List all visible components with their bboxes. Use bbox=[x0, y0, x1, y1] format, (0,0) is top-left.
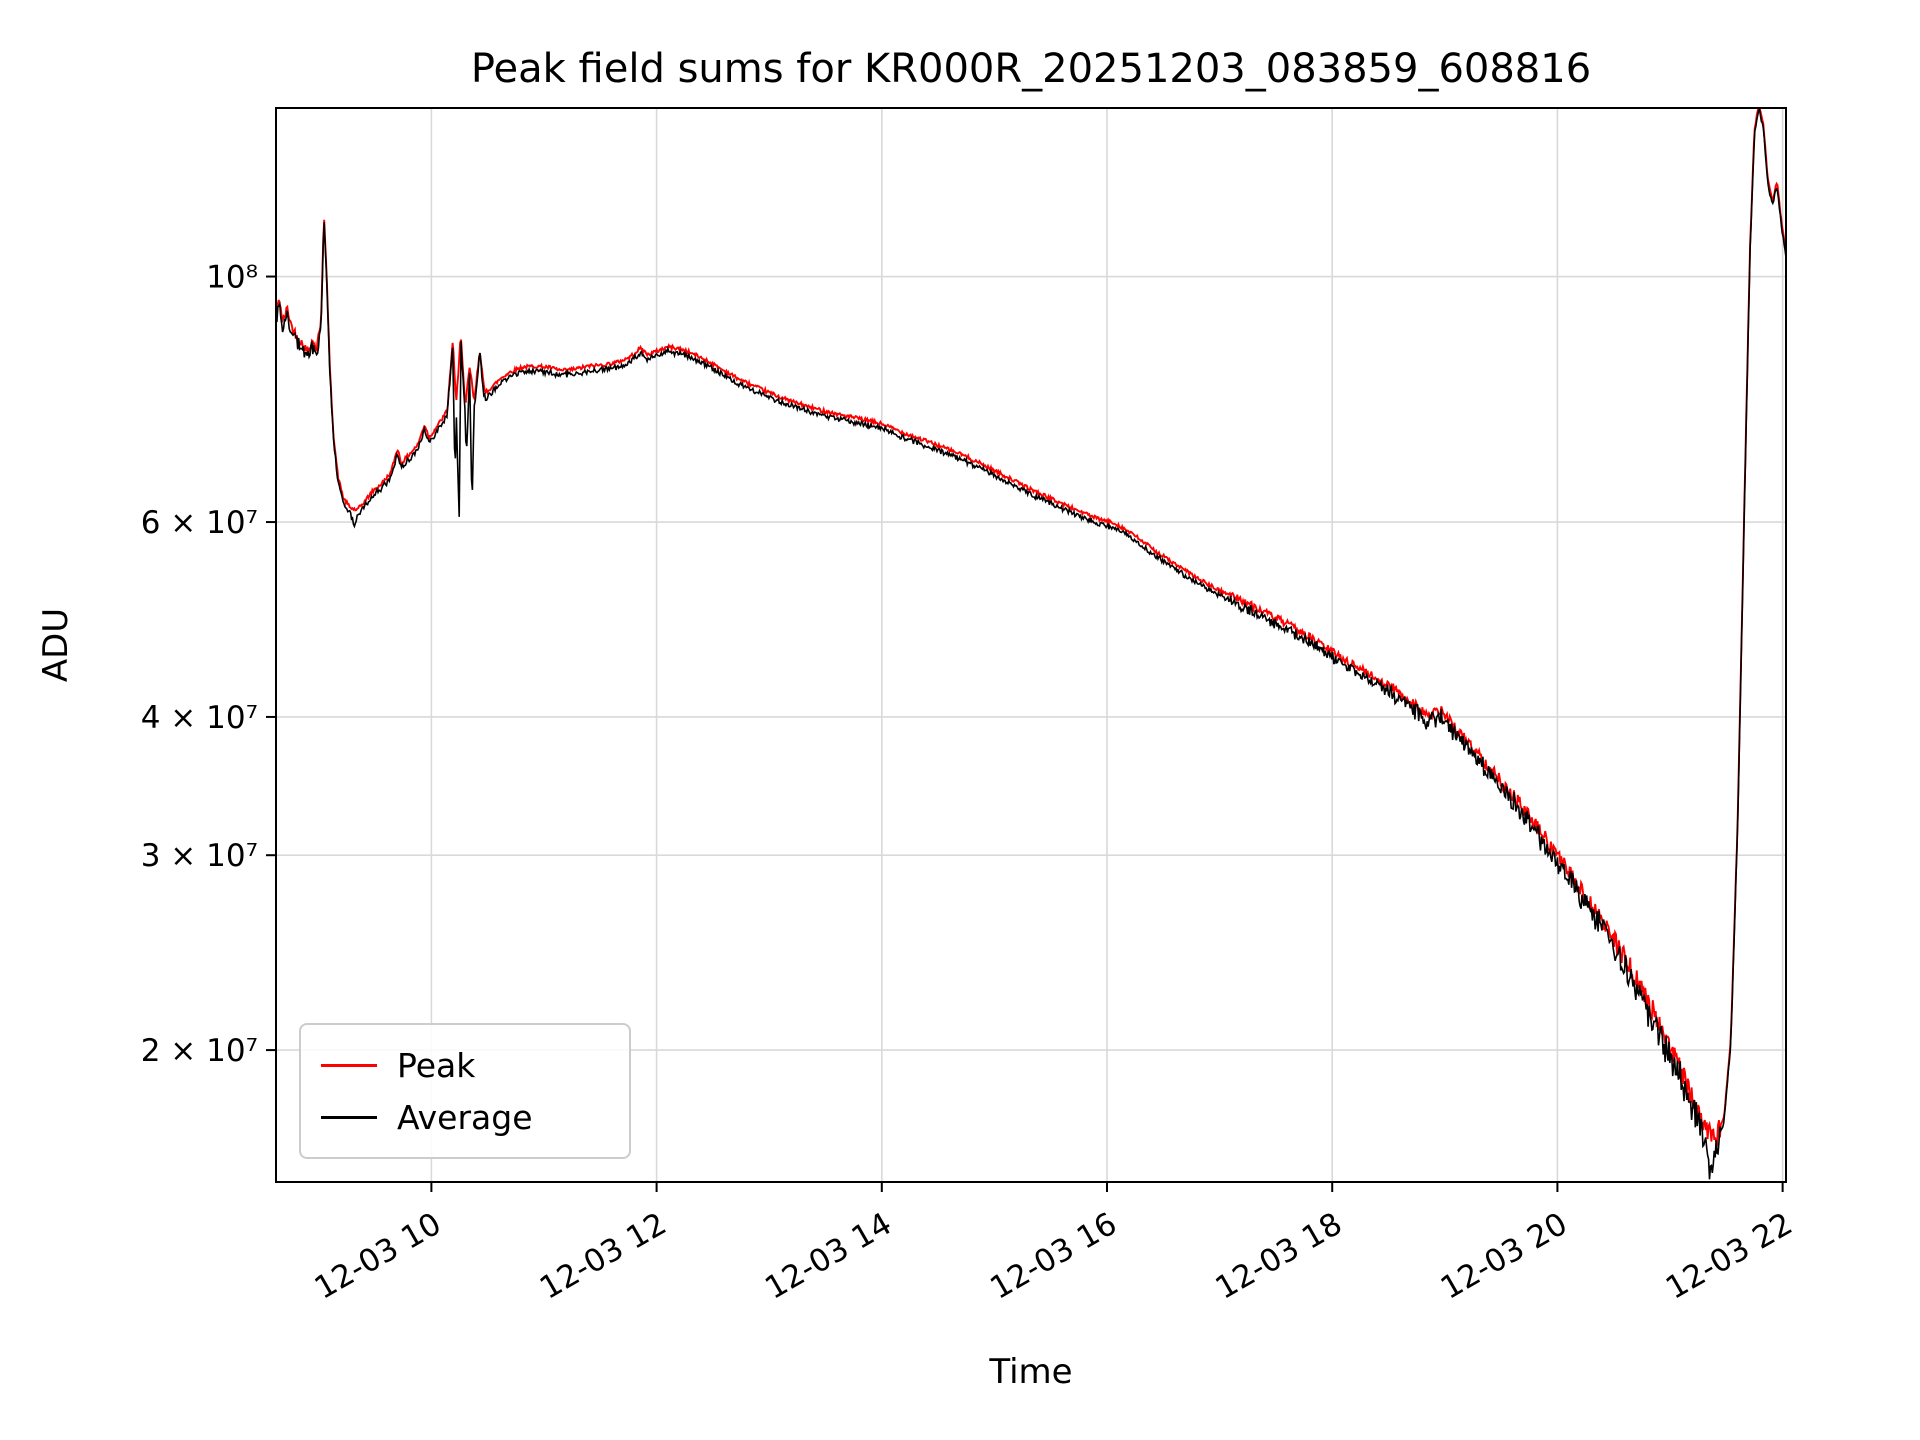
y-tick-label: 10⁸ bbox=[206, 260, 258, 296]
legend-entry-peak: Peak bbox=[321, 1039, 609, 1091]
legend-label-average: Average bbox=[397, 1097, 533, 1137]
peak-line-swatch bbox=[321, 1063, 377, 1067]
x-tick-label: 12-03 16 bbox=[984, 1206, 1123, 1307]
y-tick-label: 4 × 10⁷ bbox=[141, 700, 258, 736]
x-tick-label: 12-03 22 bbox=[1660, 1206, 1799, 1307]
y-axis-label: ADU bbox=[36, 607, 76, 683]
legend-entry-average: Average bbox=[321, 1091, 609, 1143]
average-line-swatch bbox=[321, 1115, 377, 1119]
x-tick-label: 12-03 18 bbox=[1209, 1206, 1348, 1307]
x-tick-label: 12-03 20 bbox=[1435, 1206, 1574, 1307]
x-axis-label: Time bbox=[989, 1352, 1073, 1392]
x-tick-label: 12-03 14 bbox=[759, 1206, 898, 1307]
x-tick-label: 12-03 10 bbox=[309, 1206, 448, 1307]
x-tick-label: 12-03 12 bbox=[534, 1206, 673, 1307]
y-tick-label: 3 × 10⁷ bbox=[141, 838, 258, 874]
legend: Peak Average bbox=[299, 1023, 631, 1159]
chart-title: Peak field sums for KR000R_20251203_0838… bbox=[470, 46, 1592, 92]
y-tick-label: 2 × 10⁷ bbox=[141, 1033, 258, 1069]
y-tick-label: 6 × 10⁷ bbox=[141, 505, 258, 541]
legend-label-peak: Peak bbox=[397, 1045, 476, 1085]
